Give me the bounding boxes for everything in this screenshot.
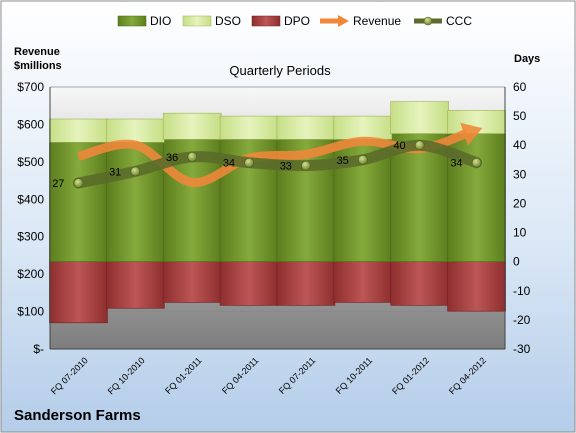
legend: DIO DSO DPO Revenue CCC [117,14,472,28]
y-right-tick-label: 10 [513,226,527,240]
dpo-bar [447,261,506,312]
y-left-axis-label-line2: $millions [14,60,62,72]
legend-label-dpo: DPO [284,14,310,28]
y-left-axis-label-line1: Revenue [14,46,60,58]
dso-bar [219,115,279,140]
y-right-tick-label: 0 [513,255,520,269]
legend-swatch-dpo [251,15,281,27]
y-left-tick-label: $700 [17,80,44,94]
legend-label-ccc: CCC [446,14,472,28]
ccc-point [73,178,84,188]
line-series [72,122,483,189]
y-left-tick-label: $400 [17,192,44,206]
y-right-tick-label: 60 [513,80,527,94]
dpo-bar [276,261,336,306]
y-right-tick-label: 20 [513,196,527,210]
ccc-point [358,154,368,165]
ccc-data-label: 35 [337,155,349,167]
y-right-tick-label: -10 [513,284,531,298]
dso-bar [276,115,336,140]
legend-label-dio: DIO [150,14,171,28]
ccc-data-label: 36 [166,152,178,164]
dpo-bar [219,261,279,306]
ccc-data-label: 27 [52,178,64,190]
y-left-tick-label: $300 [17,230,44,244]
dio-bar [49,142,108,262]
dpo-bars [49,261,506,324]
dio-bars [49,133,506,262]
legend-swatch-ccc [414,16,442,26]
revenue-arrowhead [460,122,483,146]
y-right-tick-label: 30 [513,167,527,181]
ccc-data-label: 31 [109,166,121,178]
ccc-point [244,157,254,168]
y-left-tick-label: $200 [17,267,44,281]
dpo-bar [333,261,393,303]
ccc-point [130,166,141,177]
dio-bar [390,133,449,262]
legend-swatch-dso [182,15,212,27]
y-left-tick-label: $500 [17,155,44,169]
dso-bar [49,118,108,143]
legend-swatch-revenue [320,15,349,27]
dpo-bar [390,261,449,306]
dso-bar [333,115,393,140]
chart-title: Quarterly Periods [229,63,331,78]
data-labels: 27 31 36 34 33 35 40 34 [52,140,462,190]
y-right-tick-label: -20 [513,313,531,327]
y-right-axis-label: Days [514,53,540,65]
y-right-tick-label: -30 [513,342,531,356]
ccc-data-label: 33 [280,161,292,173]
dio-bar [447,133,506,262]
y-right-tick-label: 50 [513,109,527,123]
legend-swatch-dio [117,15,147,27]
dso-bar [106,118,165,143]
y-right-tick-label: 40 [513,138,527,152]
legend-label-revenue: Revenue [353,14,401,28]
dpo-bar [106,261,165,309]
ccc-point [301,160,311,171]
ccc-point [414,140,425,151]
y-left-tick-label: $- [33,342,44,356]
dso-bar [162,112,222,140]
legend-label-dso: DSO [215,14,241,28]
y-left-tick-label: $600 [17,117,44,131]
dso-bar [390,101,449,134]
dpo-bar [162,261,222,303]
ccc-point [471,157,482,168]
ccc-data-label: 40 [393,140,405,152]
company-name: Sanderson Farms [14,407,141,424]
ccc-data-label: 34 [223,158,235,170]
y-left-tick-label: $100 [17,305,44,319]
ccc-data-label: 34 [450,158,462,170]
dpo-bar [49,261,108,324]
ccc-point [187,152,197,162]
